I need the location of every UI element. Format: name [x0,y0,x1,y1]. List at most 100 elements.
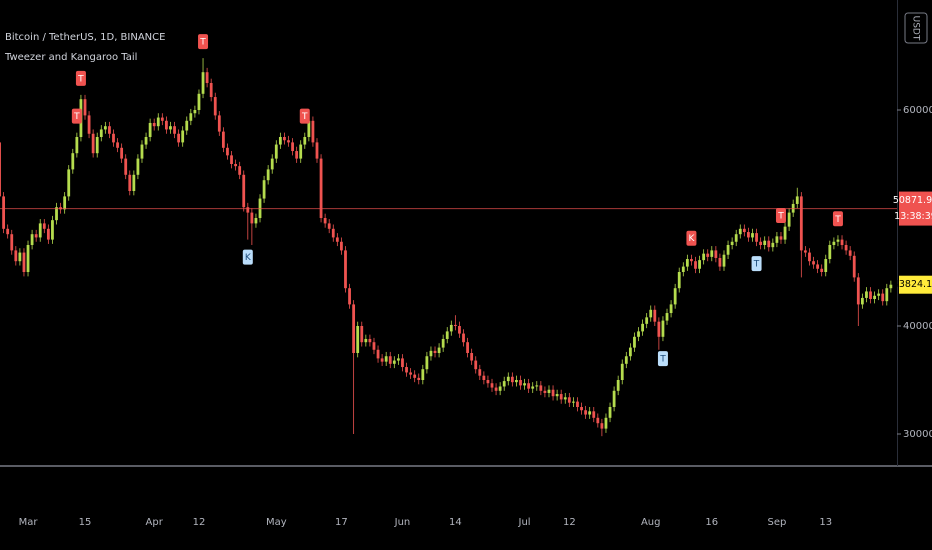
candle-body [429,350,433,357]
candle-body [51,220,54,240]
candle-body [466,342,469,354]
candle-body [283,136,286,141]
candle-body [661,320,665,337]
candle-body [409,372,413,375]
candle-body [197,93,201,110]
y-tick-label: 40000.00 [903,321,932,332]
candle-body [368,338,372,343]
candle-body [319,158,323,219]
candle-body [335,237,339,242]
candle-body [95,136,99,154]
candle-body [580,407,583,411]
candle-body [510,376,514,383]
candle-body [474,360,478,370]
candle-body [270,158,274,170]
pattern-marker-label: T [659,355,666,365]
candle-body [795,196,799,204]
candle-body [234,164,237,167]
candle-body [185,120,189,131]
candle-body [108,126,111,134]
candle-body [405,367,408,373]
x-tick-label: Mar [19,517,39,528]
candle-body [486,380,490,384]
candle-body [396,358,400,361]
candle-body [767,240,771,248]
candle-body [763,240,767,246]
pattern-marker-label: K [245,253,252,263]
x-tick-label: 15 [79,517,92,528]
candle-body [116,142,119,148]
candle-body [820,268,824,273]
x-tick-label: Jun [394,517,411,528]
x-tick-label: May [266,517,287,528]
candle-body [71,153,75,170]
candle-body [706,253,710,257]
currency-box[interactable] [904,12,928,44]
candle-body [681,266,685,273]
candle-body [844,245,848,251]
candle-body [881,293,885,302]
candle-body [384,356,388,362]
indicator-name: Tweezer and Kangaroo Tail [4,52,137,63]
candle-body [91,133,95,154]
candle-body [816,264,820,269]
candle-body [156,117,160,127]
candle-body [539,385,543,391]
candle-body [103,126,107,130]
candle-body [344,250,347,289]
candle-body [612,390,616,408]
candle-body [189,113,193,121]
candle-body [771,242,775,248]
candle-body [99,129,103,137]
candle-body [869,291,872,300]
candle-body [812,261,815,265]
candle-body [848,250,852,256]
pattern-marker-label: T [753,260,760,270]
candle-body [783,226,787,240]
candle-body [242,174,246,208]
candle-body [63,196,67,210]
candle-body [551,389,555,397]
candle-body [372,342,376,350]
candle-body [152,122,156,127]
candle-body [856,277,860,305]
candle-body [299,144,303,159]
candle-body [18,252,22,262]
candle-body [547,389,551,393]
candle-body [278,136,282,145]
candle-body [584,410,588,415]
candle-body [653,309,657,322]
candle-body [295,151,299,159]
x-tick-label: 12 [563,517,576,528]
candle-body [690,259,693,262]
candle-body [515,380,518,383]
candle-body [449,324,453,332]
candle-body [535,385,539,387]
candle-body [217,115,221,132]
x-tick-label: Aug [641,517,661,528]
candle-body [14,250,18,262]
candle-body [755,233,758,242]
currency[interactable]: USDT [911,16,921,41]
candle-body [437,347,441,354]
pattern-marker [242,249,253,265]
candle-body [169,126,172,130]
candle-body [327,223,331,229]
x-tick-label: 13 [819,517,832,528]
candle-body [181,130,185,143]
pattern-marker-label: T [777,212,784,222]
candle-body [441,338,445,348]
pattern-marker [299,108,310,124]
candle-body [779,236,783,240]
candle-body [645,317,649,324]
x-tick-label: 16 [705,517,718,528]
candle-body [527,383,531,389]
candle-body [177,133,181,143]
pattern-marker-label: T [77,74,84,84]
candle-body [828,245,832,260]
candle-body [148,122,152,137]
candle-body [311,120,315,143]
price-line-label: 50871.99 [893,195,932,206]
candle-body [254,218,258,224]
